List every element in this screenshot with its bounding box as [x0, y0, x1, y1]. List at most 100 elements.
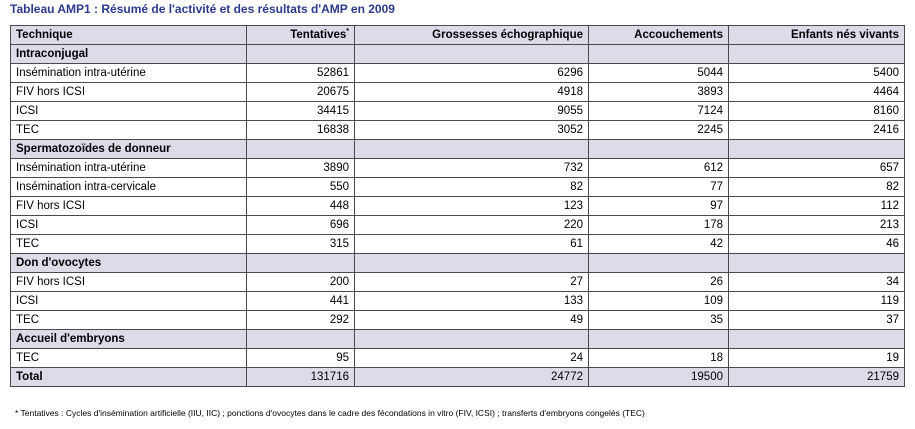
tentatives-cell: 16838	[246, 120, 355, 140]
tentatives-cell: 448	[246, 196, 355, 216]
table-row: FIV hors ICSI 20675 4918 3893 4464	[10, 82, 905, 102]
table-row: FIV hors ICSI 200 27 26 34	[10, 272, 905, 292]
grossesses-cell: 3052	[354, 120, 589, 140]
grossesses-cell: 6296	[354, 63, 589, 83]
technique-cell: FIV hors ICSI	[10, 82, 247, 102]
grossesses-cell: 4918	[354, 82, 589, 102]
section-title: Don d'ovocytes	[10, 253, 247, 273]
grossesses-cell: 220	[354, 215, 589, 235]
section-title: Spermatozoïdes de donneur	[10, 139, 247, 159]
section-title: Accueil d'embryons	[10, 329, 247, 349]
section-title: Intraconjugal	[10, 44, 247, 64]
section-empty-cell	[354, 253, 589, 273]
total-enfants-cell: 21759	[728, 367, 905, 387]
section-empty-cell	[354, 44, 589, 64]
enfants-cell: 213	[728, 215, 905, 235]
section-empty-cell	[246, 44, 355, 64]
technique-cell: TEC	[10, 234, 247, 254]
enfants-cell: 82	[728, 177, 905, 197]
tentatives-cell: 550	[246, 177, 355, 197]
grossesses-cell: 61	[354, 234, 589, 254]
section-empty-cell	[246, 329, 355, 349]
tentatives-cell: 34415	[246, 101, 355, 121]
footnote-mark: *	[346, 28, 349, 35]
table-row: TEC 292 49 35 37	[10, 310, 905, 330]
grossesses-cell: 82	[354, 177, 589, 197]
accouchements-cell: 18	[588, 348, 729, 368]
accouchements-cell: 2245	[588, 120, 729, 140]
technique-cell: ICSI	[10, 215, 247, 235]
total-accouchements-cell: 19500	[588, 367, 729, 387]
grossesses-cell: 49	[354, 310, 589, 330]
table-caption: Tableau AMP1 : Résumé de l'activité et d…	[10, 2, 395, 16]
enfants-cell: 119	[728, 291, 905, 311]
table-row: FIV hors ICSI 448 123 97 112	[10, 196, 905, 216]
table-row: TEC 16838 3052 2245 2416	[10, 120, 905, 140]
total-tentatives-cell: 131716	[246, 367, 355, 387]
table-row: Insémination intra-cervicale 550 82 77 82	[10, 177, 905, 197]
technique-cell: FIV hors ICSI	[10, 196, 247, 216]
section-header-row: Spermatozoïdes de donneur	[10, 139, 905, 159]
column-header-enfants: Enfants nés vivants	[728, 25, 905, 45]
table-row: TEC 95 24 18 19	[10, 348, 905, 368]
accouchements-cell: 612	[588, 158, 729, 178]
technique-cell: FIV hors ICSI	[10, 272, 247, 292]
enfants-cell: 34	[728, 272, 905, 292]
enfants-cell: 112	[728, 196, 905, 216]
grossesses-cell: 27	[354, 272, 589, 292]
tentatives-cell: 95	[246, 348, 355, 368]
tentatives-cell: 20675	[246, 82, 355, 102]
footnote: * Tentatives : Cycles d'insémination art…	[15, 408, 645, 418]
table-row: Insémination intra-utérine 52861 6296 5044 5…	[10, 63, 905, 83]
section-header-row: Don d'ovocytes	[10, 253, 905, 273]
enfants-cell: 4464	[728, 82, 905, 102]
column-header-technique: Technique	[10, 25, 247, 45]
technique-cell: ICSI	[10, 291, 247, 311]
tentatives-cell: 441	[246, 291, 355, 311]
column-header-accouchements: Accouchements	[588, 25, 729, 45]
section-empty-cell	[728, 139, 905, 159]
accouchements-cell: 42	[588, 234, 729, 254]
column-header-grossesses: Grossesses échographique	[354, 25, 589, 45]
table-row: ICSI 34415 9055 7124 8160	[10, 101, 905, 121]
enfants-cell: 8160	[728, 101, 905, 121]
accouchements-cell: 77	[588, 177, 729, 197]
enfants-cell: 5400	[728, 63, 905, 83]
tentatives-cell: 200	[246, 272, 355, 292]
section-empty-cell	[246, 139, 355, 159]
section-empty-cell	[588, 44, 729, 64]
section-empty-cell	[728, 44, 905, 64]
table-row: TEC 315 61 42 46	[10, 234, 905, 254]
tentatives-cell: 52861	[246, 63, 355, 83]
technique-cell: Insémination intra-cervicale	[10, 177, 247, 197]
section-empty-cell	[588, 253, 729, 273]
grossesses-cell: 732	[354, 158, 589, 178]
enfants-cell: 46	[728, 234, 905, 254]
table-row: ICSI 696 220 178 213	[10, 215, 905, 235]
technique-cell: TEC	[10, 310, 247, 330]
section-empty-cell	[354, 329, 589, 349]
technique-cell: TEC	[10, 348, 247, 368]
technique-cell: Insémination intra-utérine	[10, 158, 247, 178]
enfants-cell: 2416	[728, 120, 905, 140]
enfants-cell: 657	[728, 158, 905, 178]
accouchements-cell: 97	[588, 196, 729, 216]
grossesses-cell: 9055	[354, 101, 589, 121]
enfants-cell: 37	[728, 310, 905, 330]
technique-cell: TEC	[10, 120, 247, 140]
section-header-row: Intraconjugal	[10, 44, 905, 64]
table-row: Insémination intra-utérine 3890 732 612 657	[10, 158, 905, 178]
amp-activity-table: Technique Tentatives* Grossesses échogra…	[10, 25, 905, 387]
technique-cell: Insémination intra-utérine	[10, 63, 247, 83]
section-empty-cell	[728, 329, 905, 349]
section-empty-cell	[588, 329, 729, 349]
accouchements-cell: 26	[588, 272, 729, 292]
accouchements-cell: 109	[588, 291, 729, 311]
total-technique-cell: Total	[10, 367, 247, 387]
accouchements-cell: 5044	[588, 63, 729, 83]
grossesses-cell: 123	[354, 196, 589, 216]
section-empty-cell	[354, 139, 589, 159]
tentatives-cell: 315	[246, 234, 355, 254]
grossesses-cell: 24	[354, 348, 589, 368]
column-header-tentatives: Tentatives*	[246, 25, 355, 45]
